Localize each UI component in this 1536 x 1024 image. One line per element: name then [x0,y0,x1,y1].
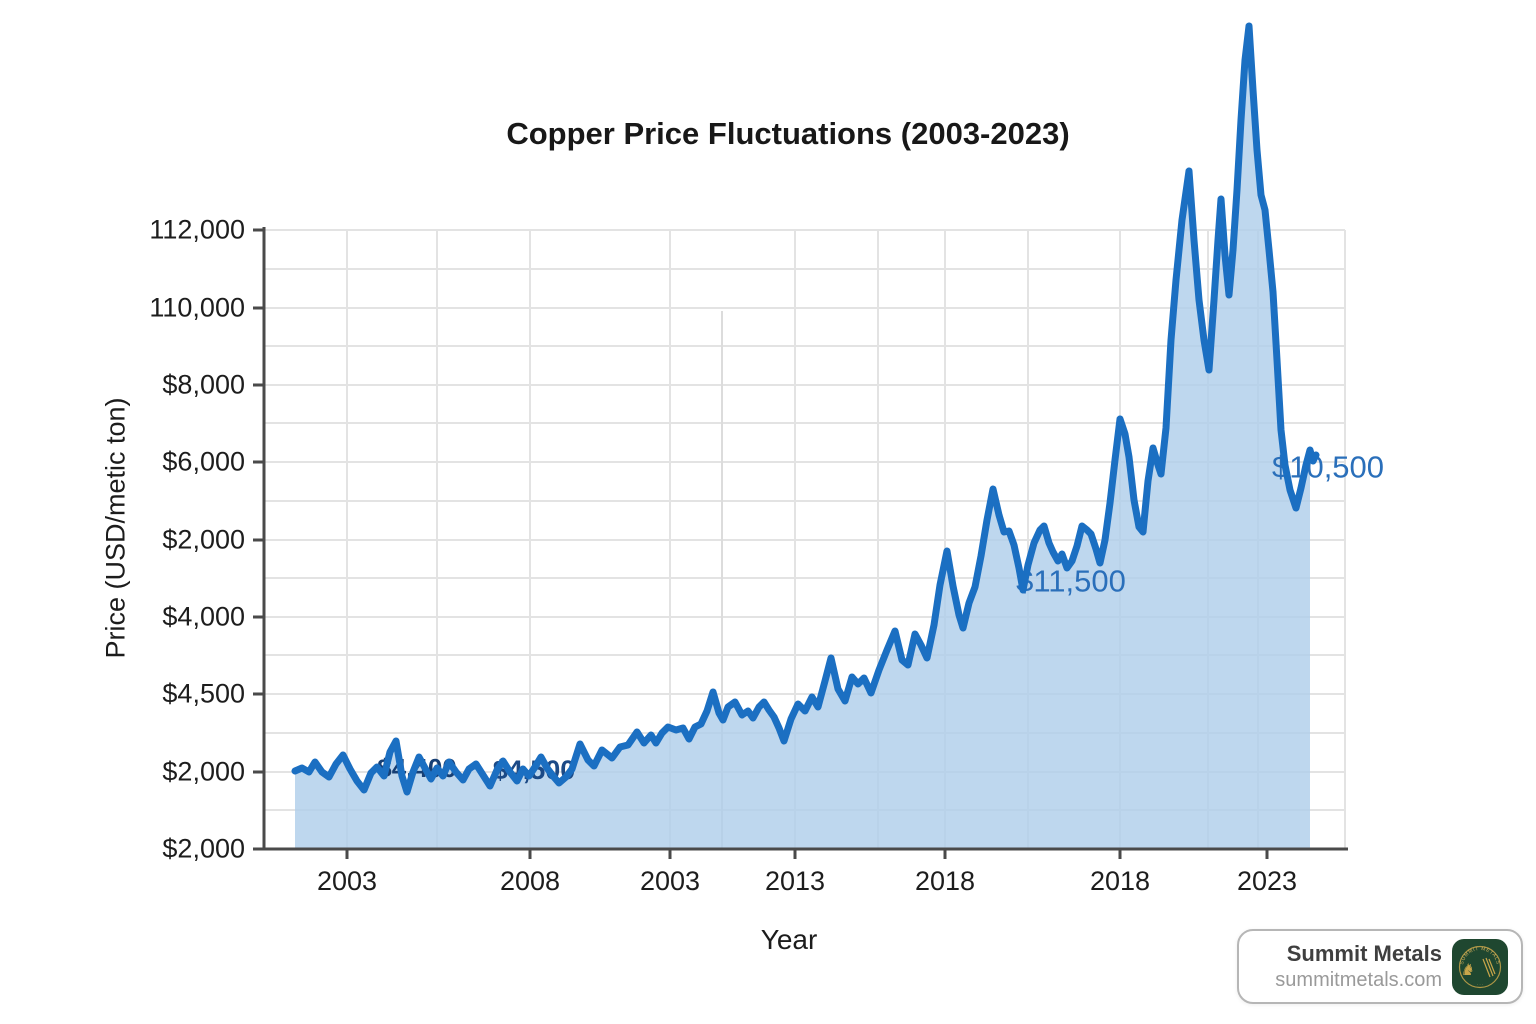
y-tick-label: $4,000 [162,601,245,632]
logo-stripes [1482,957,1496,977]
price-line [291,22,1320,796]
logo-background [1452,938,1508,995]
x-tick-label: 2003 [316,866,378,896]
y-tick-label: $4,500 [162,678,245,709]
brand-logo: SUMMIT METALS ♞ · · · [1452,938,1508,995]
y-tick-label: $2,000 [162,833,245,864]
y-tick-label: $8,000 [162,369,245,400]
chart-title: Copper Price Fluctuations (2003-2023) [506,116,1070,151]
x-tick-label: 2008 [499,866,561,896]
x-tick-label: 2018 [914,866,976,896]
axes [253,227,1348,859]
brand-domain: summitmetals.com [1275,968,1442,991]
area-fill [295,26,1310,849]
y-tick-label: $6,000 [162,446,245,477]
x-tick-label: 2003 [639,866,701,896]
y-tick-label: $2,000 [162,524,245,555]
watermark-card: Summit Metals summitmetals.com SUMMIT ME… [1237,929,1523,1004]
x-tick-label: 2018 [1089,866,1151,896]
x-axis-title: Year [760,924,818,955]
y-tick-label: $2,000 [162,756,245,787]
brand-name: Summit Metals [1286,941,1442,967]
y-tick-label: 110,000 [149,292,245,323]
x-tick-label: 2023 [1236,866,1298,896]
x-tick-label: 2013 [764,866,826,896]
y-tick-label: 112,000 [149,214,245,245]
logo-ring [1458,945,1502,988]
logo-bottom-dots: · · · [1477,982,1483,987]
data-label: $11,500 [1016,564,1126,599]
lion-icon: ♞ [1461,962,1475,979]
